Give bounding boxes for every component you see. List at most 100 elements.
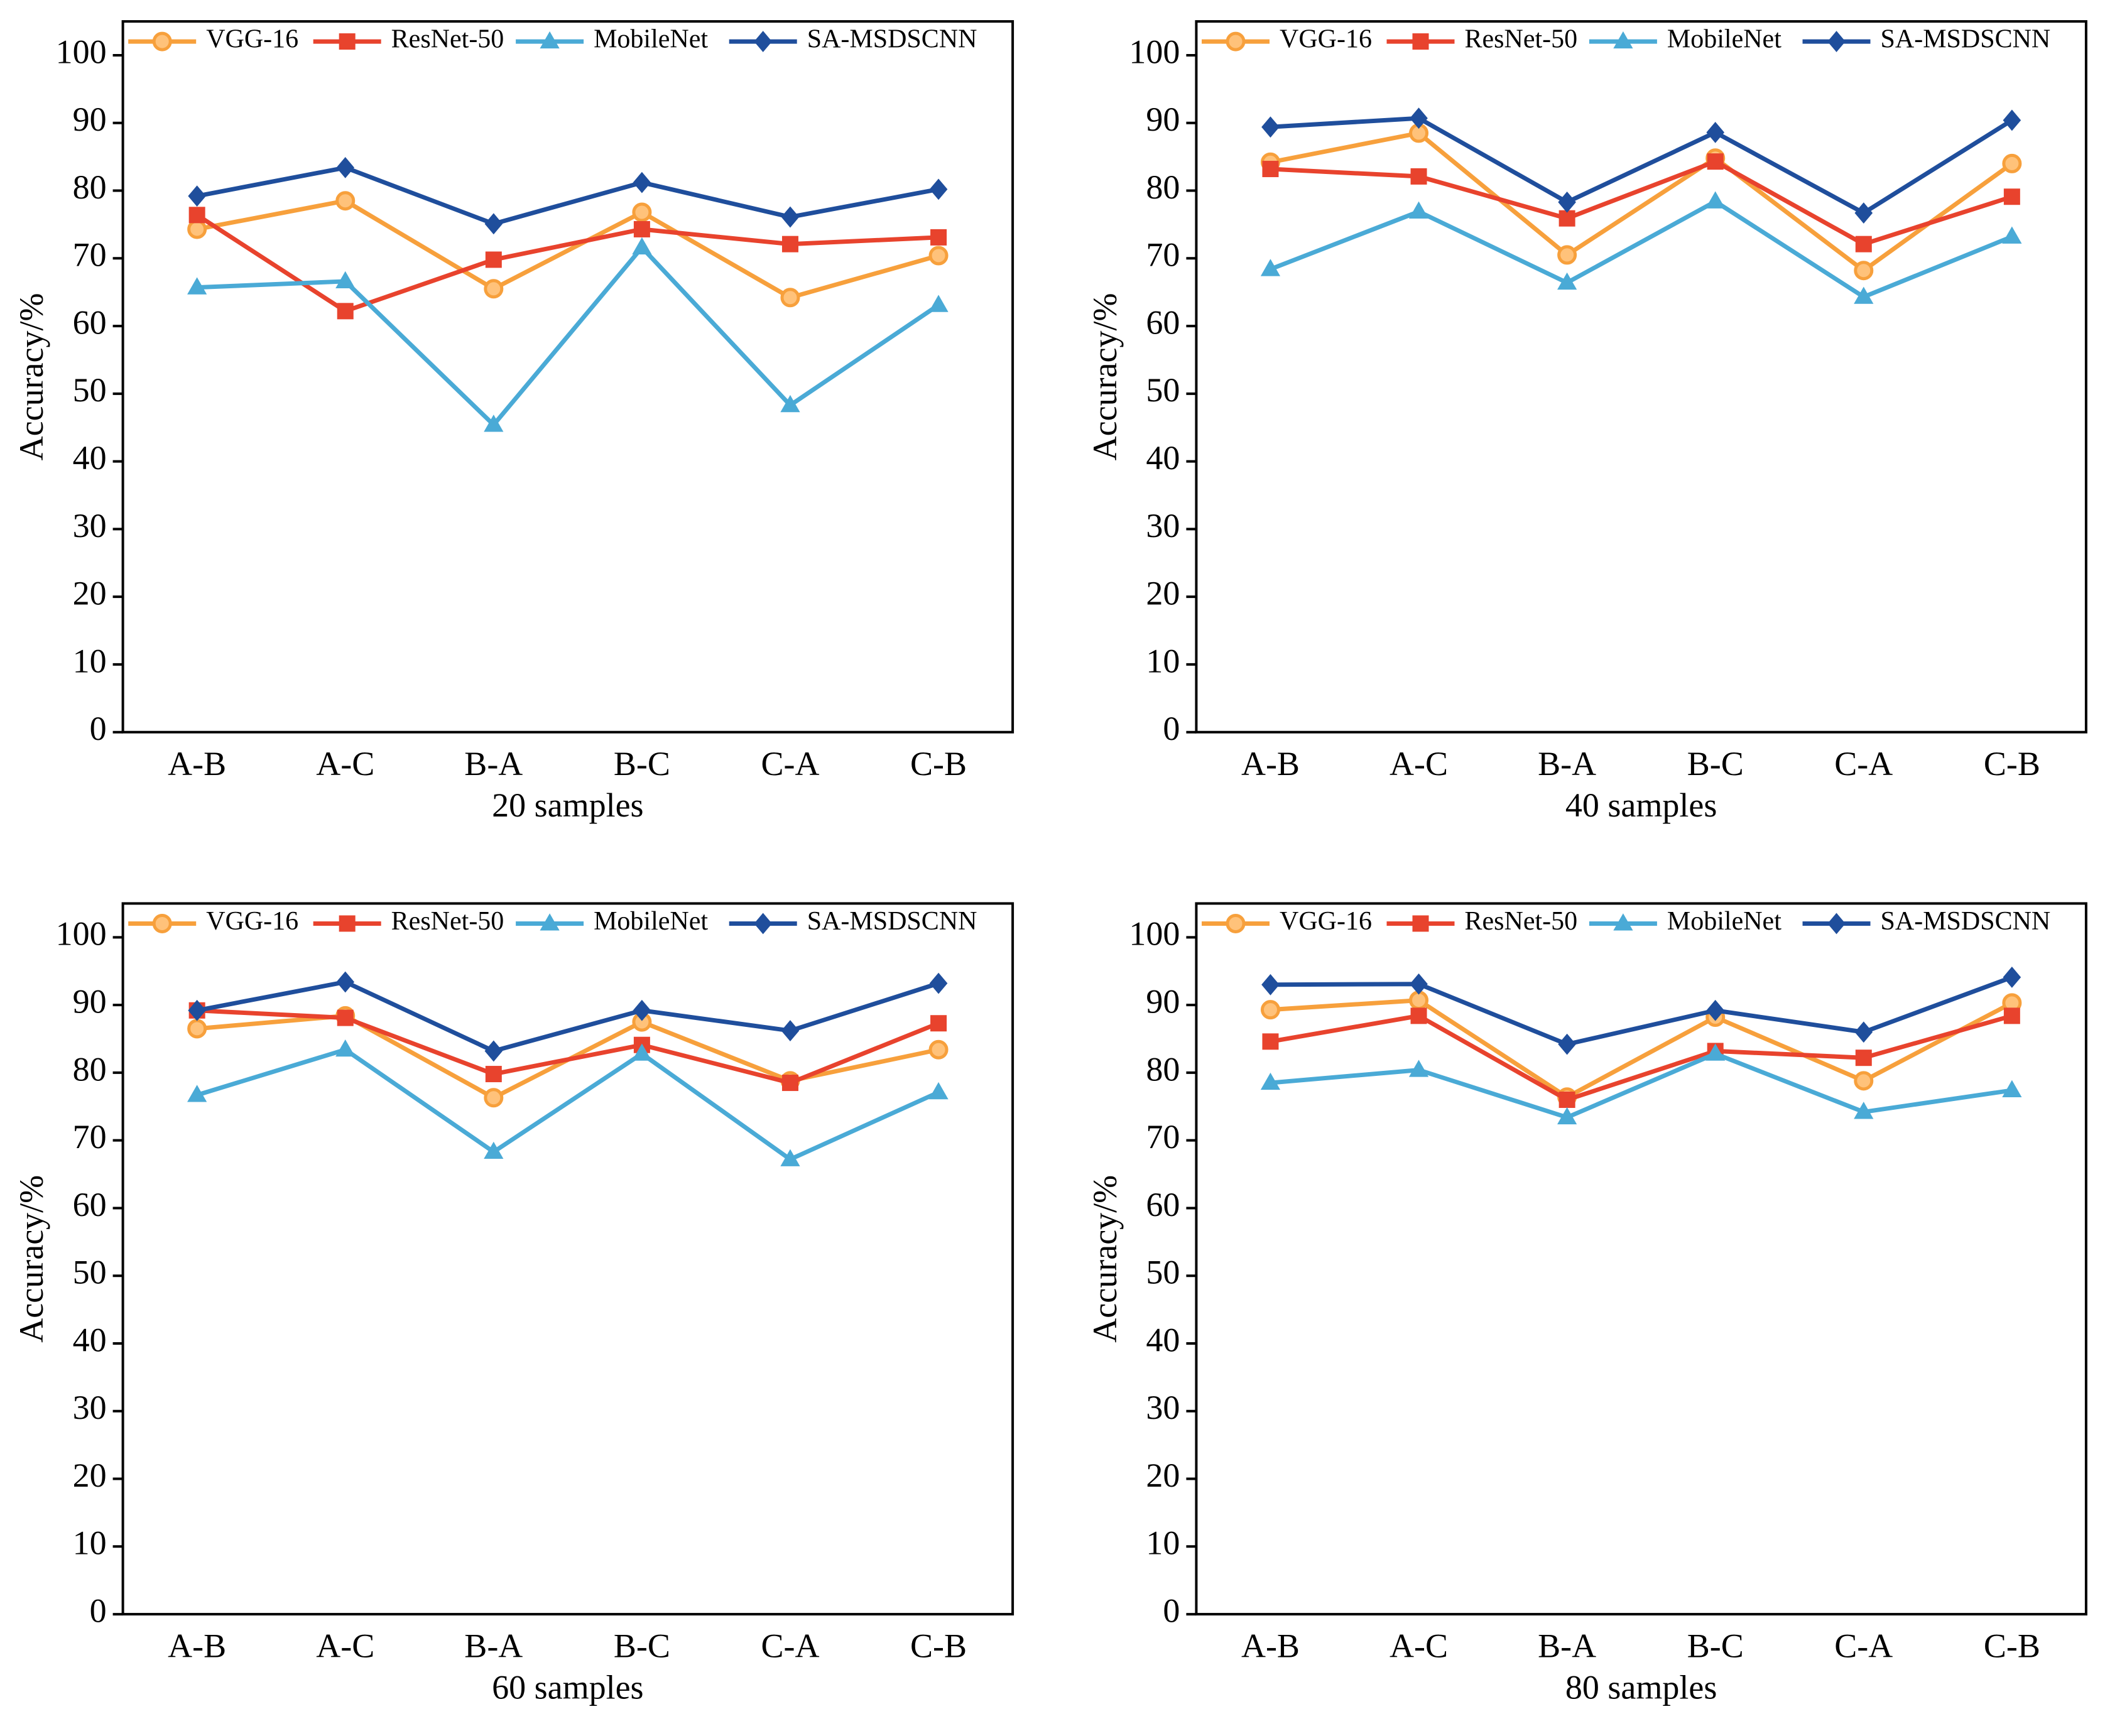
y-tick-label: 50	[1146, 371, 1180, 409]
y-tick-label: 70	[1146, 236, 1180, 274]
x-tick-label: C-B	[910, 745, 967, 783]
marker	[1261, 974, 1280, 995]
marker	[337, 1009, 354, 1026]
legend-marker	[339, 33, 356, 50]
x-tick-label: A-C	[316, 745, 374, 783]
y-tick-label: 10	[1146, 1524, 1180, 1562]
legend-marker	[1613, 913, 1633, 931]
x-tick-label: C-B	[1984, 1627, 2040, 1664]
y-tick-label: 70	[1146, 1118, 1180, 1156]
marker	[1261, 116, 1280, 138]
legend-marker	[754, 31, 773, 52]
series-line	[196, 1047, 940, 1162]
legend-label: ResNet-50	[1464, 25, 1577, 54]
marker	[633, 999, 651, 1021]
y-tick-label: 100	[1129, 915, 1180, 953]
marker	[2003, 967, 2021, 988]
marker	[1707, 153, 1724, 170]
legend-label: MobileNet	[594, 907, 708, 936]
x-tick-label: C-A	[1834, 1627, 1893, 1664]
marker	[1260, 259, 1281, 276]
series-line	[197, 1013, 939, 1100]
y-tick-label: 40	[1146, 1321, 1180, 1359]
series-line	[1270, 131, 2013, 273]
marker	[1854, 1071, 1874, 1091]
legend-marker	[754, 913, 773, 935]
legend-label: SA-MSDSCNN	[1881, 25, 2051, 54]
y-tick-label: 100	[56, 915, 107, 953]
y-tick-label: 50	[73, 371, 107, 409]
y-tick-label: 20	[1146, 1457, 1180, 1494]
legend-label: VGG-16	[206, 25, 298, 54]
marker	[632, 202, 652, 222]
marker	[780, 288, 800, 308]
legend-label: ResNet-50	[391, 25, 504, 54]
y-tick-label: 20	[1146, 575, 1180, 612]
y-tick-label: 30	[1146, 507, 1180, 545]
marker	[484, 279, 504, 299]
marker	[1408, 1060, 1429, 1077]
legend-marker	[1827, 913, 1846, 935]
x-tick-label: C-A	[1834, 745, 1893, 783]
marker	[1260, 1000, 1280, 1020]
marker	[929, 178, 948, 200]
legend-label: MobileNet	[1667, 25, 1781, 54]
marker	[1854, 286, 1874, 304]
legend-marker	[152, 913, 172, 933]
legend-marker	[1412, 915, 1429, 932]
y-tick-label: 80	[1146, 168, 1180, 206]
series-line	[1270, 1013, 2013, 1102]
marker	[1410, 973, 1428, 995]
series-line	[195, 213, 939, 313]
marker	[187, 277, 207, 295]
marker	[484, 1141, 504, 1159]
x-axis-title: 40 samples	[1565, 786, 1717, 824]
marker	[1408, 201, 1429, 219]
marker	[781, 206, 800, 228]
x-tick-label: A-B	[1241, 1627, 1300, 1664]
y-tick-label: 30	[1146, 1389, 1180, 1426]
legend-label: MobileNet	[1667, 907, 1781, 936]
series-line	[1270, 199, 2013, 300]
legend-label: VGG-16	[1280, 25, 1372, 54]
marker	[187, 1019, 207, 1039]
series-line	[197, 245, 940, 427]
plot-frame	[121, 20, 1014, 734]
marker	[632, 237, 652, 255]
marker	[930, 229, 947, 246]
legend-label: SA-MSDSCNN	[807, 25, 977, 54]
marker	[1410, 1007, 1427, 1024]
y-tick-label: 80	[73, 168, 107, 206]
marker	[484, 1088, 504, 1108]
legend-marker	[1226, 913, 1246, 933]
marker	[1558, 1092, 1575, 1109]
legend-marker	[152, 31, 172, 52]
legend-marker	[1827, 31, 1846, 52]
y-tick-label: 60	[73, 303, 107, 341]
y-tick-label: 10	[1146, 642, 1180, 680]
x-tick-label: B-A	[464, 745, 523, 783]
x-tick-label: A-B	[168, 1627, 226, 1664]
series-line	[1270, 116, 2013, 215]
series-line	[196, 979, 940, 1053]
marker	[1855, 1050, 1872, 1066]
y-tick-label: 30	[73, 1389, 107, 1426]
marker	[188, 185, 206, 207]
marker	[1855, 236, 1872, 252]
plot-frame	[1195, 20, 2087, 734]
y-tick-label: 30	[73, 507, 107, 545]
marker	[781, 236, 798, 252]
y-tick-label: 20	[73, 575, 107, 612]
marker	[1705, 1043, 1726, 1061]
y-tick-label: 90	[73, 100, 107, 138]
marker	[632, 1043, 652, 1061]
marker	[187, 219, 207, 239]
x-tick-label: A-B	[168, 745, 226, 783]
marker	[485, 1066, 502, 1083]
x-tick-label: A-C	[1390, 1627, 1448, 1664]
x-tick-label: A-C	[1390, 745, 1448, 783]
marker	[633, 220, 650, 237]
legend-label: ResNet-50	[1464, 907, 1577, 936]
